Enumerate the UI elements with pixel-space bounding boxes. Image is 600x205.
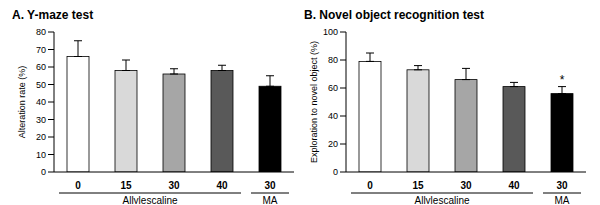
svg-text:80: 80 bbox=[328, 55, 338, 65]
svg-text:15: 15 bbox=[412, 180, 424, 191]
svg-text:Exploration to novel object (%: Exploration to novel object (%) bbox=[309, 41, 319, 163]
svg-text:20: 20 bbox=[328, 139, 338, 149]
svg-text:Allylescaline: Allylescaline bbox=[414, 195, 469, 204]
svg-text:70: 70 bbox=[36, 45, 46, 55]
svg-text:Alteration rate (%): Alteration rate (%) bbox=[17, 66, 27, 139]
svg-text:MA: MA bbox=[555, 195, 570, 204]
svg-text:30: 30 bbox=[36, 115, 46, 125]
svg-text:100: 100 bbox=[323, 27, 338, 37]
html-text:B. Novel object recognition te: B. Novel object recognition test bbox=[304, 8, 484, 22]
svg-text:60: 60 bbox=[36, 62, 46, 72]
svg-text:80: 80 bbox=[36, 27, 46, 37]
svg-text:30: 30 bbox=[460, 180, 472, 191]
svg-text:0: 0 bbox=[367, 180, 373, 191]
svg-text:20: 20 bbox=[36, 132, 46, 142]
svg-text:40: 40 bbox=[36, 97, 46, 107]
svg-text:50: 50 bbox=[36, 80, 46, 90]
svg-text:40: 40 bbox=[216, 180, 228, 191]
svg-text:0: 0 bbox=[75, 180, 81, 191]
svg-text:30: 30 bbox=[556, 180, 568, 191]
svg-text:Allylescaline: Allylescaline bbox=[122, 195, 177, 204]
svg-text:*: * bbox=[560, 73, 565, 87]
svg-text:10: 10 bbox=[36, 150, 46, 160]
svg-text:30: 30 bbox=[168, 180, 180, 191]
svg-text:60: 60 bbox=[328, 83, 338, 93]
svg-text:0: 0 bbox=[41, 167, 46, 177]
svg-text:MA: MA bbox=[263, 195, 278, 204]
html-text:A. Y-maze test: A. Y-maze test bbox=[12, 8, 94, 22]
svg-text:0: 0 bbox=[333, 167, 338, 177]
svg-text:30: 30 bbox=[264, 180, 276, 191]
svg-text:40: 40 bbox=[508, 180, 520, 191]
svg-text:15: 15 bbox=[120, 180, 132, 191]
svg-text:40: 40 bbox=[328, 111, 338, 121]
